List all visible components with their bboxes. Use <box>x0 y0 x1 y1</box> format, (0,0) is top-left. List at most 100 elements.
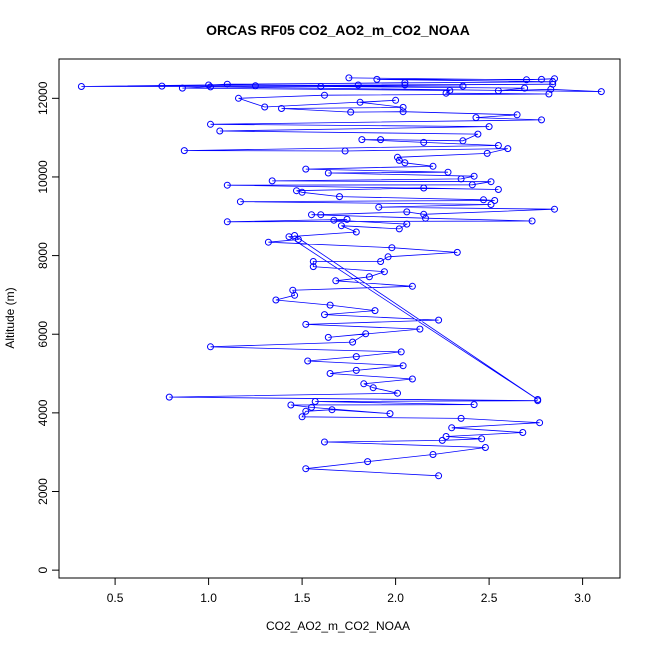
data-point <box>165 393 173 401</box>
y-tick-label: 12000 <box>36 81 50 115</box>
y-axis: 0 2000 4000 6000 8000 10000 12000 <box>36 81 59 573</box>
data-point <box>416 325 424 333</box>
data-point <box>401 81 409 89</box>
data-point <box>216 127 224 135</box>
data-point <box>457 175 465 183</box>
data-point <box>392 96 400 104</box>
data-point <box>298 413 306 421</box>
data-point <box>302 165 310 173</box>
data-point <box>494 186 502 193</box>
data-point <box>285 233 293 241</box>
y-tick-label: 6000 <box>36 321 50 348</box>
data-point <box>420 210 428 218</box>
data-point <box>435 472 443 480</box>
data-point <box>328 406 336 414</box>
data-point <box>356 98 364 106</box>
data-point <box>380 268 388 276</box>
data-point <box>358 136 366 144</box>
data-point <box>386 410 394 418</box>
data-point <box>326 301 334 309</box>
data-point <box>369 384 377 392</box>
data-point <box>289 286 297 294</box>
data-point <box>261 103 269 111</box>
x-tick-label: 1.0 <box>200 591 217 605</box>
data-point <box>375 203 383 211</box>
x-tick-label: 2.0 <box>387 591 404 605</box>
data-point <box>205 81 213 89</box>
x-axis-label: CO2_AO2_m_CO2_NOAA <box>266 619 410 633</box>
data-point <box>444 168 452 176</box>
data-point <box>468 181 476 189</box>
data-point <box>448 424 456 432</box>
data-point <box>429 451 437 458</box>
data-point <box>457 414 465 422</box>
data-point <box>278 105 285 112</box>
data-point <box>399 103 407 111</box>
data-point <box>397 348 405 356</box>
data-point <box>336 193 343 201</box>
data-point <box>345 74 353 82</box>
data-point <box>435 316 443 324</box>
data-point <box>403 208 411 216</box>
data-point <box>324 333 332 341</box>
data-point <box>513 111 521 119</box>
data-point <box>494 87 502 95</box>
data-point <box>223 218 231 226</box>
data-point <box>352 353 360 361</box>
data-point <box>470 172 478 180</box>
data-point <box>538 116 545 124</box>
data-point <box>207 343 214 351</box>
data-point <box>347 108 355 116</box>
data-point <box>324 169 332 177</box>
data-point <box>309 258 317 265</box>
data-point <box>429 162 437 170</box>
y-tick-label: 4000 <box>36 399 50 426</box>
data-point <box>180 147 188 155</box>
data-point <box>459 82 467 90</box>
data-point <box>487 178 495 186</box>
x-axis: 0.5 1.0 1.5 2.0 2.5 3.0 <box>107 578 591 605</box>
data-point <box>384 253 392 261</box>
plot-frame <box>58 58 621 579</box>
data-point <box>534 396 542 403</box>
data-point <box>487 201 495 208</box>
data-point <box>352 228 360 236</box>
data-point <box>408 375 416 383</box>
data-point <box>399 362 407 370</box>
data-point <box>491 197 499 204</box>
data-point <box>341 147 349 155</box>
data-point <box>504 145 512 153</box>
data-point <box>317 211 325 219</box>
data-point <box>332 277 340 285</box>
data-point <box>408 282 416 290</box>
data-point <box>521 84 529 92</box>
x-tick-label: 2.5 <box>481 591 498 605</box>
data-point <box>321 311 328 319</box>
data-point <box>394 389 401 397</box>
data-point <box>453 248 461 256</box>
data-point <box>207 83 214 91</box>
data-point <box>422 214 429 222</box>
data-point <box>401 159 409 167</box>
data-point <box>308 211 315 219</box>
data-point <box>207 120 214 128</box>
data-point <box>302 465 310 473</box>
data-point <box>403 220 411 228</box>
series-line <box>81 77 602 477</box>
data-point <box>364 458 372 466</box>
data-point <box>321 91 328 99</box>
data-point <box>551 205 558 213</box>
data-point <box>485 123 493 131</box>
data-point <box>478 435 486 443</box>
data-point <box>373 75 381 83</box>
data-point <box>472 114 480 122</box>
data-point <box>442 433 450 440</box>
data-point <box>377 136 385 144</box>
data-point <box>293 187 300 195</box>
data-point <box>223 181 231 189</box>
data-point <box>352 366 360 374</box>
data-point <box>399 108 407 116</box>
data-point <box>287 401 295 409</box>
